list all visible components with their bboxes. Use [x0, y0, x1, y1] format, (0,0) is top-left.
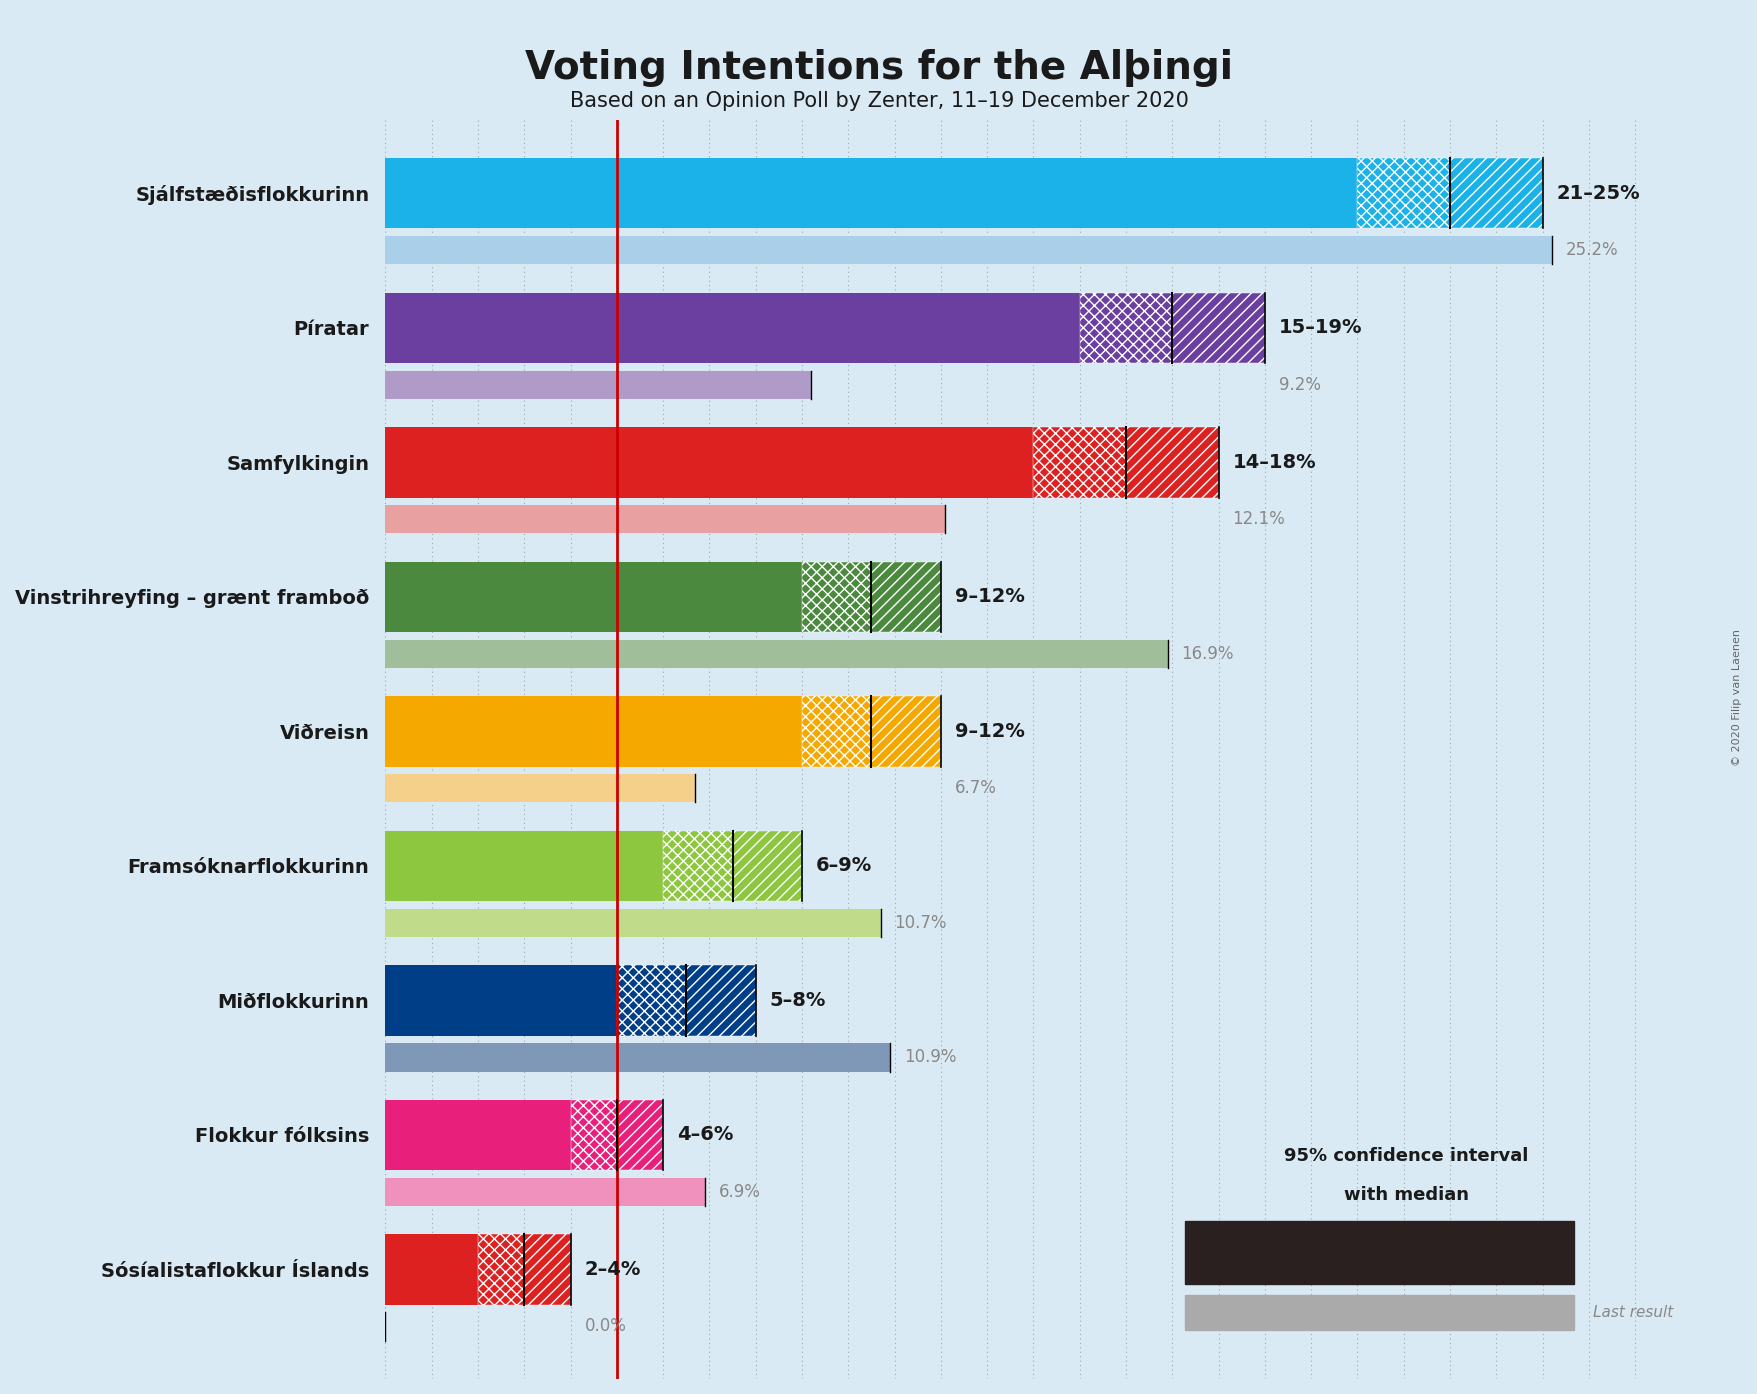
- Text: 10.7%: 10.7%: [894, 914, 947, 931]
- Text: Based on an Opinion Poll by Zenter, 11–19 December 2020: Based on an Opinion Poll by Zenter, 11–1…: [569, 91, 1188, 110]
- Bar: [385, 640, 1167, 668]
- Bar: [733, 831, 801, 901]
- Bar: [524, 1234, 571, 1305]
- Bar: [1356, 1221, 1465, 1284]
- Bar: [801, 696, 871, 767]
- Bar: [385, 1043, 889, 1072]
- Bar: [1465, 1221, 1573, 1284]
- Bar: [1450, 158, 1541, 229]
- Bar: [385, 909, 880, 937]
- Bar: [1172, 293, 1263, 362]
- Text: 9–12%: 9–12%: [954, 587, 1024, 606]
- Text: 10.9%: 10.9%: [903, 1048, 956, 1066]
- Text: 4–6%: 4–6%: [676, 1125, 733, 1144]
- Bar: [801, 696, 871, 767]
- Bar: [1033, 427, 1124, 498]
- Text: 21–25%: 21–25%: [1555, 184, 1639, 202]
- Bar: [385, 562, 801, 631]
- Bar: [685, 965, 756, 1036]
- Text: 12.1%: 12.1%: [1232, 510, 1284, 528]
- Bar: [385, 1234, 478, 1305]
- Bar: [685, 965, 756, 1036]
- Bar: [385, 505, 945, 534]
- Bar: [733, 831, 801, 901]
- Bar: [871, 562, 940, 631]
- Bar: [385, 158, 1356, 229]
- Bar: [385, 236, 1551, 265]
- Bar: [571, 1100, 617, 1170]
- Text: 2–4%: 2–4%: [583, 1260, 640, 1278]
- Bar: [871, 562, 940, 631]
- Bar: [524, 1234, 571, 1305]
- Bar: [617, 1100, 662, 1170]
- Text: 16.9%: 16.9%: [1181, 645, 1233, 662]
- Bar: [617, 965, 685, 1036]
- Bar: [385, 1178, 705, 1206]
- Bar: [1465, 1221, 1573, 1284]
- Bar: [662, 831, 733, 901]
- Text: Voting Intentions for the Alþingi: Voting Intentions for the Alþingi: [525, 49, 1232, 86]
- Text: 6–9%: 6–9%: [815, 856, 871, 875]
- Bar: [478, 1234, 524, 1305]
- Bar: [385, 774, 696, 803]
- Bar: [385, 293, 1079, 362]
- Text: 6.9%: 6.9%: [719, 1184, 761, 1202]
- Bar: [1124, 427, 1218, 498]
- Bar: [801, 562, 871, 631]
- Text: Last result: Last result: [1592, 1305, 1673, 1320]
- Text: 9–12%: 9–12%: [954, 722, 1024, 740]
- Text: with median: with median: [1342, 1186, 1469, 1204]
- Bar: [385, 427, 1033, 498]
- Bar: [1356, 158, 1450, 229]
- Text: 6.7%: 6.7%: [954, 779, 996, 797]
- Bar: [1450, 158, 1541, 229]
- Bar: [1184, 1221, 1356, 1284]
- Text: 15–19%: 15–19%: [1277, 318, 1362, 337]
- Bar: [571, 1100, 617, 1170]
- Bar: [1079, 293, 1172, 362]
- Text: © 2020 Filip van Laenen: © 2020 Filip van Laenen: [1731, 629, 1741, 765]
- Text: 0.0%: 0.0%: [583, 1317, 625, 1335]
- Bar: [385, 831, 662, 901]
- Bar: [617, 965, 685, 1036]
- Text: 25.2%: 25.2%: [1565, 241, 1618, 259]
- Bar: [617, 1100, 662, 1170]
- Bar: [801, 562, 871, 631]
- Bar: [1184, 1295, 1573, 1330]
- Bar: [1356, 1221, 1465, 1284]
- Bar: [871, 696, 940, 767]
- Bar: [385, 371, 810, 399]
- Bar: [478, 1234, 524, 1305]
- Bar: [871, 696, 940, 767]
- Text: 5–8%: 5–8%: [770, 991, 826, 1009]
- Text: 95% confidence interval: 95% confidence interval: [1283, 1147, 1529, 1165]
- Bar: [385, 965, 617, 1036]
- Bar: [385, 696, 801, 767]
- Bar: [385, 1100, 571, 1170]
- Bar: [1172, 293, 1263, 362]
- Bar: [1356, 158, 1450, 229]
- Text: 9.2%: 9.2%: [1277, 376, 1320, 393]
- Bar: [1079, 293, 1172, 362]
- Text: 14–18%: 14–18%: [1232, 453, 1316, 471]
- Bar: [662, 831, 733, 901]
- Bar: [1033, 427, 1124, 498]
- Bar: [1124, 427, 1218, 498]
